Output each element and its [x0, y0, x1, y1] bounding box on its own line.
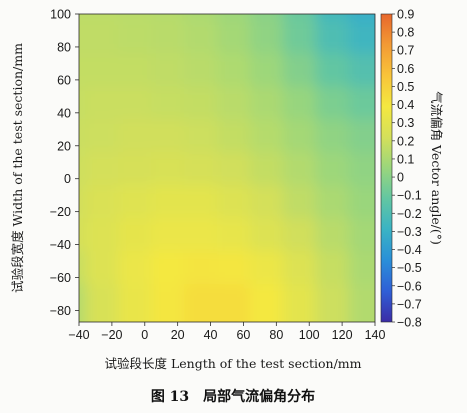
- colorbar-tick-label: 0.3: [397, 116, 414, 130]
- y-tick-label: 80: [57, 40, 71, 54]
- y-tick-label: 0: [64, 172, 71, 186]
- y-tick-label: −40: [50, 238, 71, 252]
- colorbar-tick-label: 0.2: [397, 134, 414, 148]
- colorbar-tick-label: 0.8: [397, 26, 414, 40]
- x-tick-label: 40: [204, 328, 218, 342]
- x-tick-label: 120: [332, 328, 353, 342]
- y-tick-label: −60: [50, 271, 71, 285]
- colorbar-tick-label: −0.6: [397, 279, 422, 293]
- colorbar-tick-label: −0.3: [397, 225, 422, 239]
- colorbar-tick-label: 0.1: [397, 152, 414, 166]
- colorbar-tick-label: 0.9: [397, 8, 414, 22]
- x-tick-label: 140: [365, 328, 386, 342]
- plot-frame: [78, 13, 376, 323]
- heatmap-cell: [348, 284, 375, 322]
- y-tick-label: −20: [50, 205, 71, 219]
- colorbar-tick-label: 0.5: [397, 80, 414, 94]
- x-tick-label: 0: [141, 328, 148, 342]
- x-tick-label: 20: [171, 328, 185, 342]
- colorbar-tick-label: −0.8: [397, 316, 422, 330]
- colorbar-ticks: 0.9 0.8 0.7 0.6 0.5 0.4 0.3 0.2 0.1 0 −0.1 −0.2 −0.3…: [392, 8, 422, 330]
- y-tick-label: 100: [50, 8, 71, 22]
- colorbar-tick-label: −0.4: [397, 243, 422, 257]
- colorbar: [380, 13, 393, 323]
- y-tick-label: −80: [50, 304, 71, 318]
- x-tick-label: 60: [236, 328, 250, 342]
- x-axis-label: 试验段长度 Length of the test section/mm: [104, 356, 361, 371]
- colorbar-tick-label: −0.1: [397, 189, 422, 203]
- colorbar-tick-label: 0.6: [397, 62, 414, 76]
- x-tick-label: 100: [299, 328, 320, 342]
- colorbar-tick-label: 0: [397, 171, 404, 185]
- x-tick-label: 80: [269, 328, 283, 342]
- y-axis-label: 试验段宽度 Width of the test section/mm: [10, 43, 25, 293]
- y-axis-ticks: −80 −60 −40 −20 0 20 40 60 80 100: [50, 8, 79, 318]
- colorbar-tick-label: 0.4: [397, 98, 414, 112]
- y-tick-label: 40: [57, 106, 71, 120]
- colorbar-tick-label: 0.7: [397, 44, 414, 58]
- colorbar-label: 气流偏角 Vector angle/(°): [429, 91, 444, 245]
- figure-caption: 图 13 局部气流偏角分布: [151, 388, 315, 405]
- y-tick-label: 20: [57, 139, 71, 153]
- colorbar-tick-label: −0.7: [397, 297, 422, 311]
- x-axis-ticks: −40 −20 0 20 40 60 80 100 120 140: [68, 322, 385, 342]
- x-tick-label: −20: [101, 328, 122, 342]
- colorbar-tick-label: −0.5: [397, 261, 422, 275]
- colorbar-tick-label: −0.2: [397, 207, 422, 221]
- heatmap-cells: [79, 14, 375, 322]
- x-tick-label: −40: [68, 328, 89, 342]
- y-tick-label: 60: [57, 73, 71, 87]
